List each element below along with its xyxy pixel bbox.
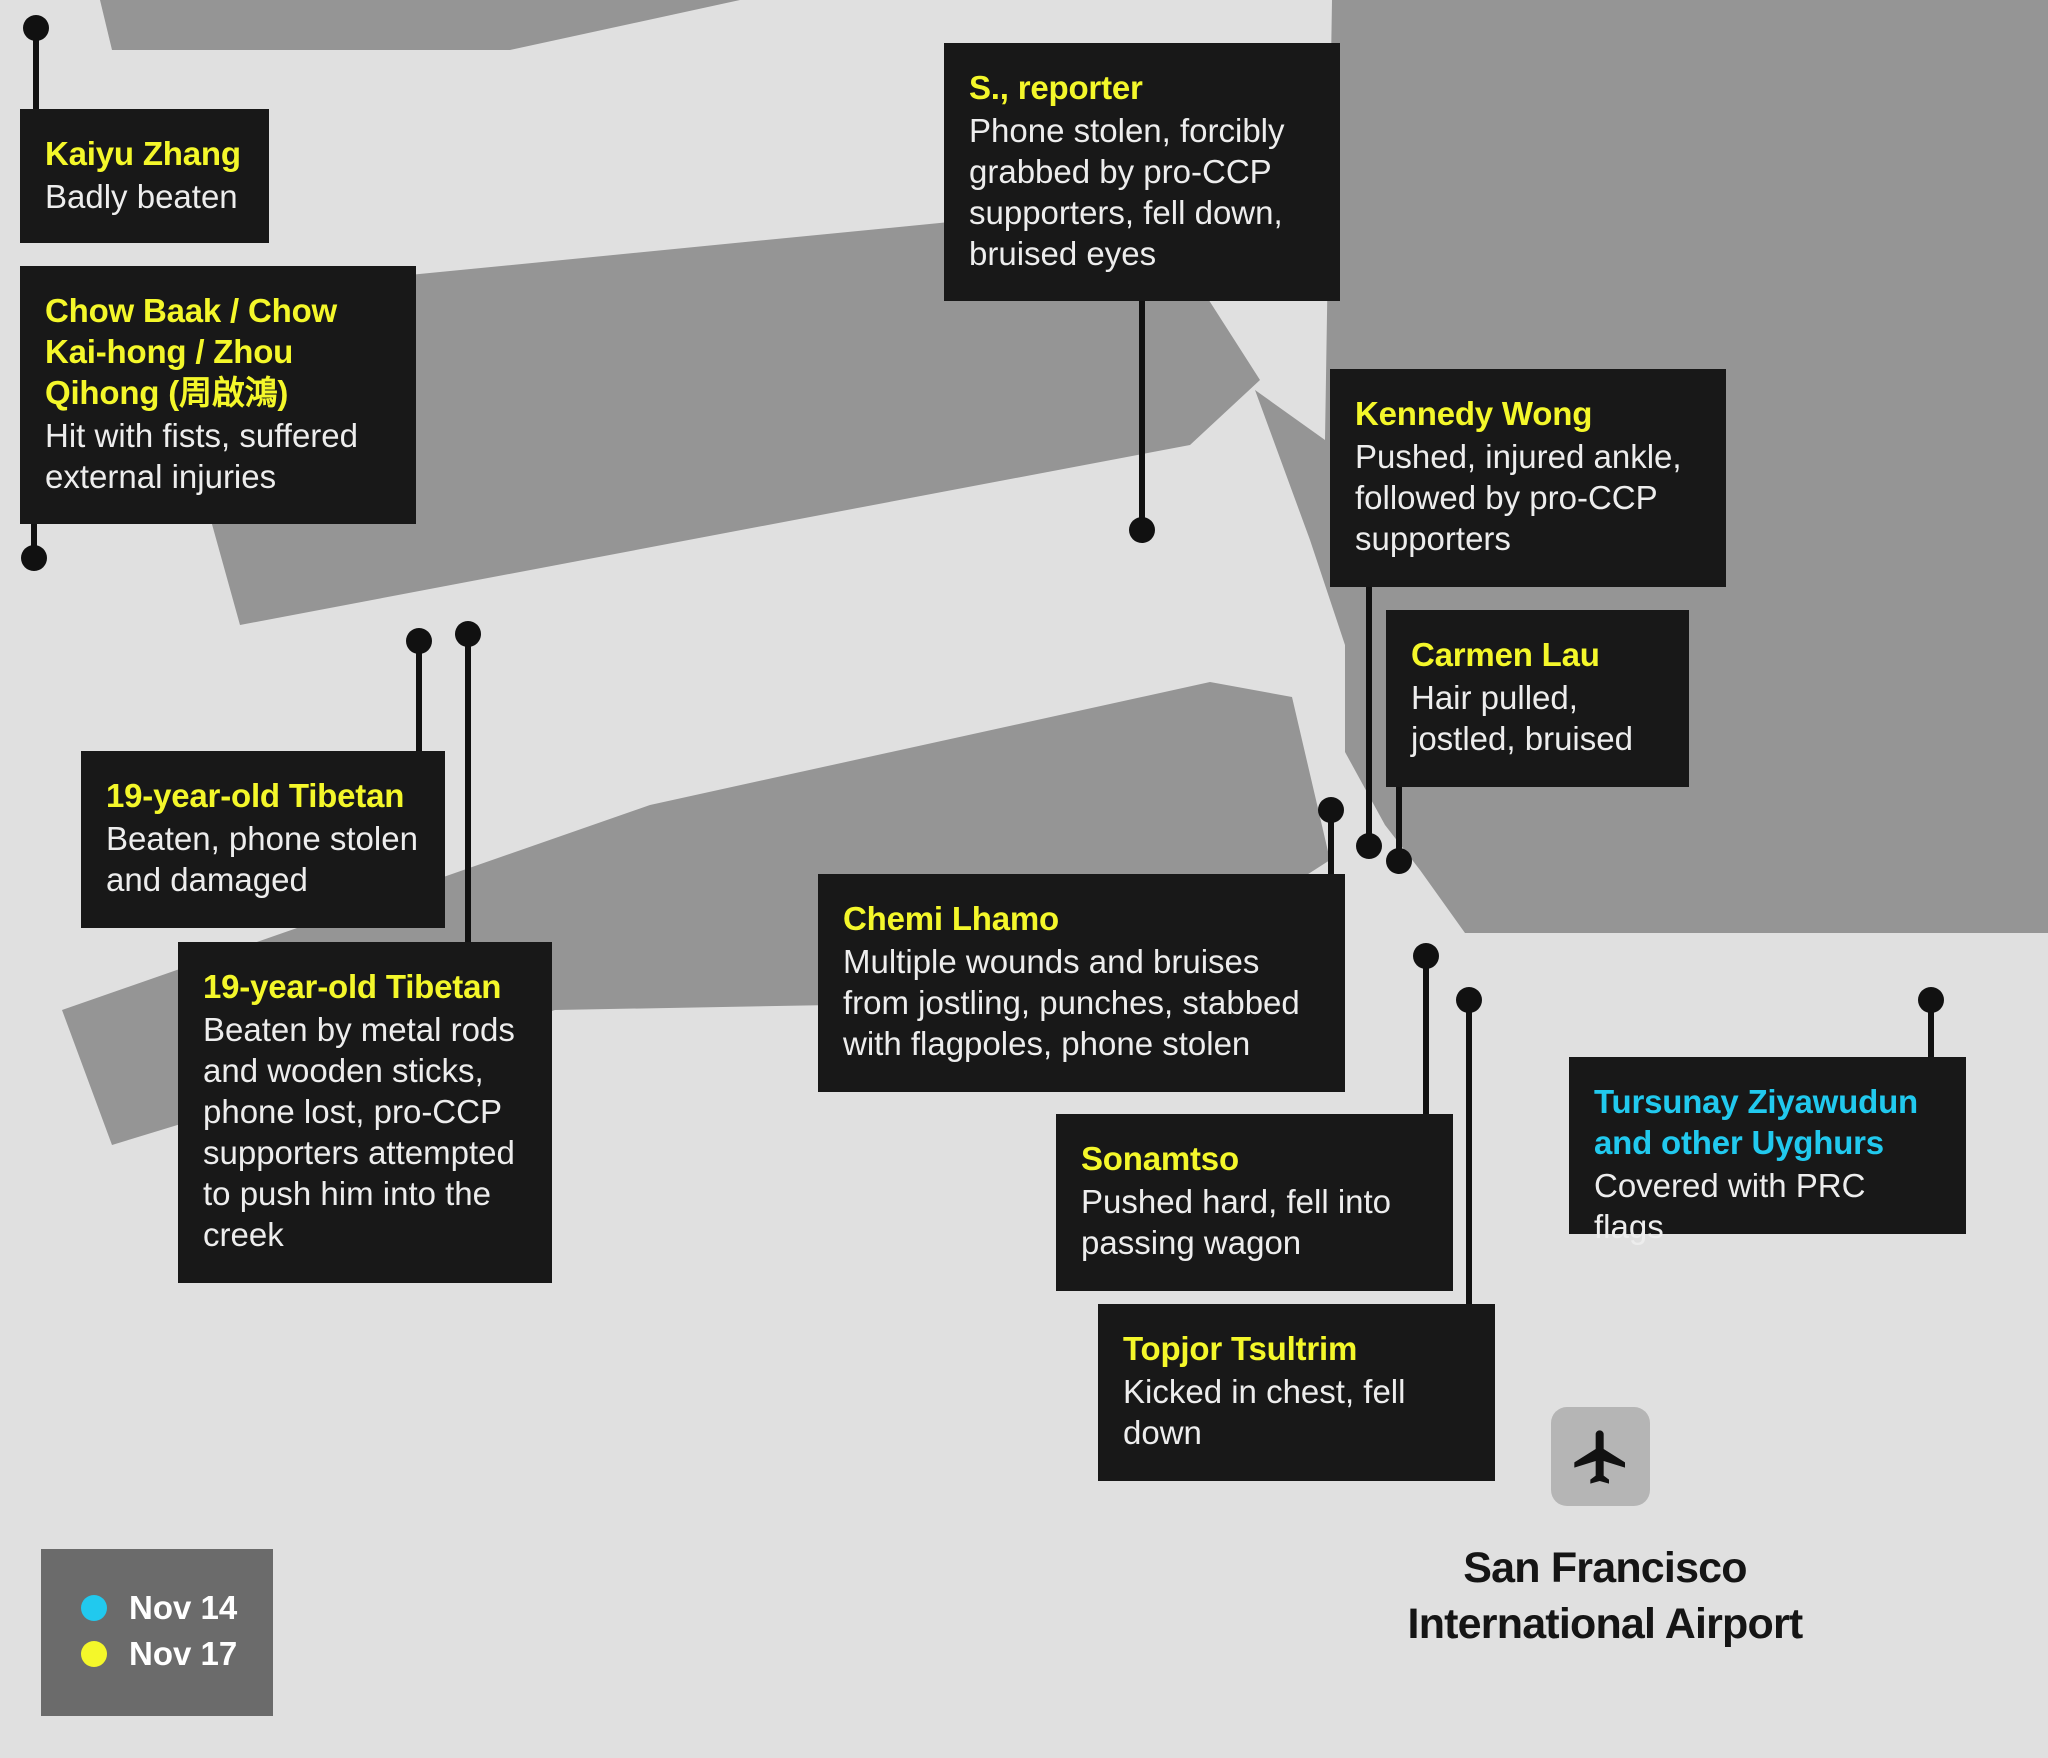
airplane-icon <box>1551 1407 1650 1506</box>
map-pin[interactable] <box>1456 987 1482 1013</box>
legend-label: Nov 17 <box>129 1635 238 1672</box>
incident-name: 19-year-old Tibetan <box>106 777 405 814</box>
incident-description: Multiple wounds and bruises from jostlin… <box>843 943 1300 1062</box>
legend-item: Nov 17 <box>81 1631 273 1677</box>
incident-name: Chemi Lhamo <box>843 900 1059 937</box>
legend-item: Nov 14 <box>81 1585 273 1631</box>
incident-label[interactable]: Tursunay Ziyawudun and other Uyghurs Cov… <box>1569 1057 1966 1245</box>
road-top-left <box>100 0 740 50</box>
incident-name: Sonamtso <box>1081 1140 1239 1177</box>
incident-label[interactable]: Topjor Tsultrim Kicked in chest, fell do… <box>1098 1304 1495 1481</box>
incident-label[interactable]: S., reporter Phone stolen, forcibly grab… <box>944 43 1340 301</box>
map-pin[interactable] <box>406 628 432 654</box>
incident-name: Kennedy Wong <box>1355 395 1593 432</box>
legend: Nov 14 Nov 17 <box>41 1549 273 1716</box>
incident-description: Covered with PRC flags <box>1594 1167 1866 1245</box>
incident-name: Carmen Lau <box>1411 636 1600 673</box>
incident-description: Hair pulled, jostled, bruised <box>1411 679 1633 757</box>
incident-label[interactable]: 19-year-old Tibetan Beaten by metal rods… <box>178 942 552 1283</box>
incident-description: Hit with fists, suffered external injuri… <box>45 417 359 495</box>
map-pin[interactable] <box>1413 943 1439 969</box>
map-pin[interactable] <box>1918 987 1944 1013</box>
map-pin[interactable] <box>1356 833 1382 859</box>
map-pin[interactable] <box>1318 797 1344 823</box>
map-pin[interactable] <box>1129 517 1155 543</box>
map-pin[interactable] <box>455 621 481 647</box>
incident-name: 19-year-old Tibetan <box>203 968 502 1005</box>
incident-label[interactable]: Chemi Lhamo Multiple wounds and bruises … <box>818 874 1345 1092</box>
incident-label[interactable]: Kaiyu Zhang Badly beaten <box>20 109 269 243</box>
map-pin[interactable] <box>23 15 49 41</box>
incident-description: Pushed, injured ankle, followed by pro-C… <box>1355 438 1682 557</box>
map-pin[interactable] <box>1386 848 1412 874</box>
incident-description: Pushed hard, fell into passing wagon <box>1081 1183 1392 1261</box>
legend-swatch-yellow <box>81 1641 107 1667</box>
legend-label: Nov 14 <box>129 1589 238 1626</box>
incident-name: Tursunay Ziyawudun and other Uyghurs <box>1594 1083 1918 1161</box>
airport-name-line1: San Francisco <box>1463 1544 1747 1592</box>
airport-label: San Francisco International Airport <box>1330 1540 1880 1652</box>
incident-label[interactable]: 19-year-old Tibetan Beaten, phone stolen… <box>81 751 445 928</box>
incident-name: Chow Baak / Chow Kai-hong / Zhou Qihong … <box>45 292 337 411</box>
incident-name: Kaiyu Zhang <box>45 135 241 172</box>
incident-name: Topjor Tsultrim <box>1123 1330 1358 1367</box>
incident-description: Badly beaten <box>45 178 238 215</box>
incident-description: Kicked in chest, fell down <box>1123 1373 1406 1451</box>
airport-name-line2: International Airport <box>1407 1600 1804 1648</box>
legend-swatch-cyan <box>81 1595 107 1621</box>
incident-description: Beaten by metal rods and wooden sticks, … <box>203 1011 515 1253</box>
incident-description: Phone stolen, forcibly grabbed by pro-CC… <box>969 112 1285 272</box>
incident-name: S., reporter <box>969 69 1143 106</box>
incident-description: Beaten, phone stolen and damaged <box>106 820 418 898</box>
incident-label[interactable]: Kennedy Wong Pushed, injured ankle, foll… <box>1330 369 1726 587</box>
map-pin[interactable] <box>21 545 47 571</box>
incident-label[interactable]: Chow Baak / Chow Kai-hong / Zhou Qihong … <box>20 266 416 524</box>
incident-label[interactable]: Sonamtso Pushed hard, fell into passing … <box>1056 1114 1453 1291</box>
incident-label[interactable]: Carmen Lau Hair pulled, jostled, bruised <box>1386 610 1689 787</box>
